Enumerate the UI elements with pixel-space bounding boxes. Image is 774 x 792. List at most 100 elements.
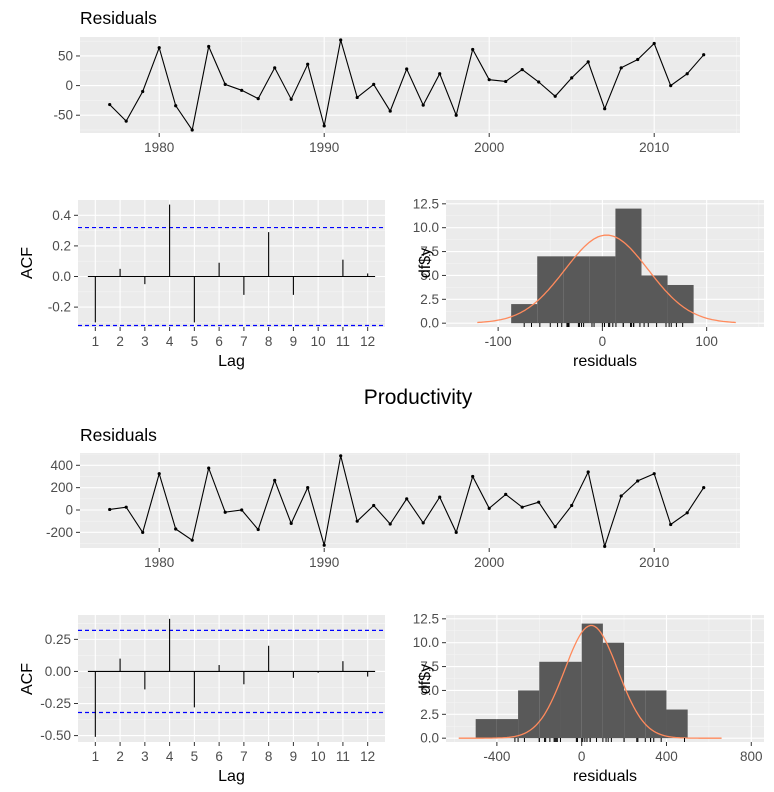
residual-point [570,76,574,80]
residual-point [454,530,458,534]
histogram-bar [496,719,519,739]
y-tick-label: 0.00 [45,664,71,679]
y-tick-label: 0.0 [420,316,439,331]
y-axis-title: df$y [417,248,434,278]
histogram-bar [518,690,540,739]
y-tick-label: 12.5 [413,611,439,626]
residual-point [355,519,359,523]
x-tick-label: 100 [695,334,718,349]
residual-point [471,47,475,52]
x-tick-label: 1 [92,749,100,764]
residual-point [669,522,673,527]
y-tick-label: -0.25 [40,696,71,711]
histogram-bar [560,661,582,739]
residual-point [537,80,541,84]
y-tick-label: 7.5 [420,244,439,259]
residual-point [174,527,178,531]
x-tick-label: 4 [166,334,174,349]
y-tick-label: 5.0 [420,268,439,283]
residual-point [141,530,145,534]
residual-point [619,66,623,70]
x-tick-label: 7 [240,334,248,349]
y-tick-label: 50 [58,48,73,63]
residual-point [603,107,607,111]
x-tick-label: 1990 [309,555,339,570]
residual-point [273,478,277,482]
residual-point [157,46,161,50]
x-tick-label: 10 [311,334,326,349]
residual-point [652,41,656,46]
panel-background [80,453,740,548]
x-tick-label: 400 [655,749,678,764]
x-tick-label: 2000 [474,555,504,570]
y-tick-label: 200 [50,480,73,495]
x-tick-label: 800 [740,749,763,764]
normal-density-curve [477,234,736,324]
x-tick-label: 5 [191,334,199,349]
x-tick-label: 2 [116,334,124,349]
panel-background [78,200,385,327]
residual-point [520,67,524,72]
histogram-bar [615,208,642,324]
residual-point [586,60,590,64]
residual-point [289,97,293,101]
residual-point [388,109,392,113]
x-tick-label: 0 [578,749,586,764]
residual-point [685,511,689,515]
x-tick-label: 11 [336,749,350,764]
residual-point [157,472,161,476]
residual-point [504,79,508,84]
x-axis-title: Lag [218,768,245,785]
y-tick-label: -50 [53,108,73,123]
x-tick-label: 0 [599,334,607,349]
x-tick-label: 8 [265,334,273,349]
y-tick-label: 0.25 [45,632,71,647]
y-axis-title: ACF [19,247,36,279]
residual-point [108,102,112,107]
residual-point [108,507,112,512]
residual-point [322,543,326,547]
residual-point [570,503,574,508]
histogram-bar [581,623,603,739]
x-tick-label: 3 [141,749,149,764]
residual-point [190,128,194,132]
histogram-bar [539,661,561,739]
x-tick-label: 1 [92,334,100,349]
residual-point [438,72,442,76]
residual-point [553,94,557,98]
residual-point [702,53,706,57]
residual-point [520,505,524,509]
plot-title: Residuals [80,8,157,28]
residual-point [636,57,640,62]
residual-point [652,472,656,476]
y-tick-label: 0 [65,78,73,93]
residual-point [174,104,178,108]
x-tick-label: 2000 [474,140,504,155]
chart-panel-6: 0.0 2.5 5.0 7.5 10.0 12.5 -400 0 400 800 residuals… [413,611,764,785]
residual-point [603,544,607,548]
residual-point [372,82,376,87]
x-axis-title: residuals [573,768,637,785]
y-tick-label: 0.0 [52,269,71,284]
chart-panel-4: -200 0 200 400 1980 1990 2000 2010 Residuals [46,425,740,570]
residual-point [405,67,409,71]
x-tick-label: 8 [265,749,273,764]
x-tick-label: 10 [311,749,326,764]
residual-point [223,510,227,514]
residual-point [504,492,508,496]
residual-point [619,494,623,498]
y-tick-label: -200 [46,525,73,540]
histogram-bar [563,256,590,324]
x-tick-label: 5 [191,749,199,764]
residual-point [322,124,326,128]
residual-point [256,527,260,532]
chart-panel-3: 0.0 2.5 5.0 7.5 10.0 12.5 -100 0 100 residuals df$… [413,196,764,370]
y-axis-title: df$y [417,664,434,694]
panel-background [78,615,385,742]
panel-background [80,37,740,133]
x-tick-label: 1990 [309,140,339,155]
plot-title: Residuals [80,425,157,445]
